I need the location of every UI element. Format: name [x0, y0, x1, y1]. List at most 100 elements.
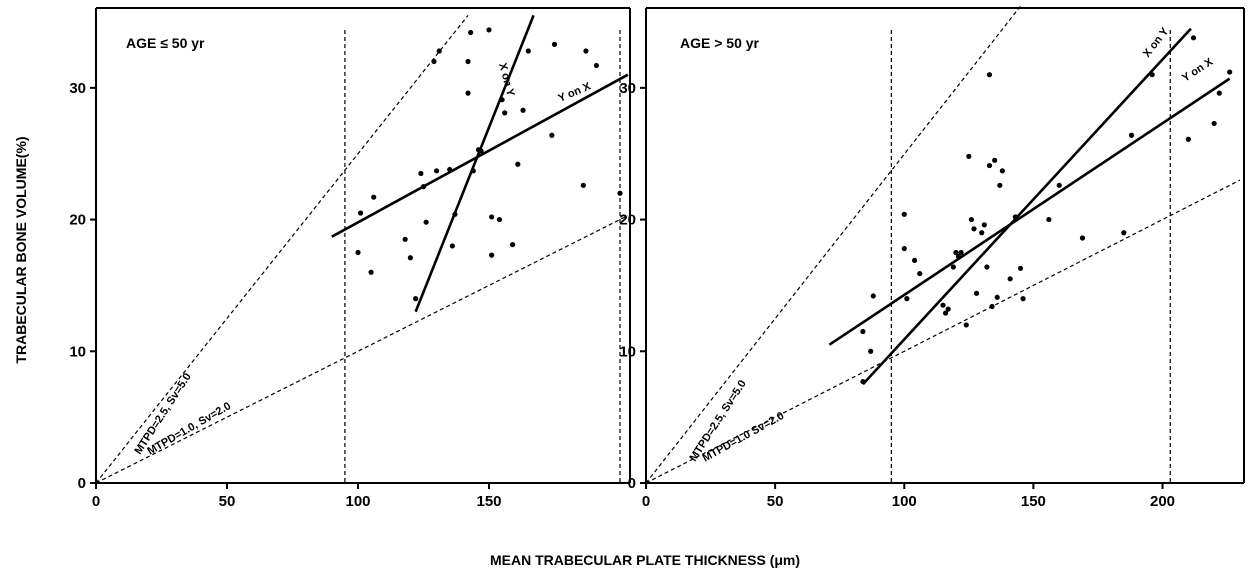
y-tick-label: 20 [69, 212, 86, 229]
data-point [860, 378, 866, 385]
regression-line-label: Y on X [1180, 56, 1216, 85]
panel-title: AGE > 50 yr [680, 35, 760, 51]
regression-line [861, 27, 1192, 386]
data-point [986, 72, 993, 78]
data-point [1079, 235, 1086, 241]
data-point [418, 170, 424, 177]
y-tick-label: 30 [69, 80, 86, 97]
data-point [1128, 132, 1135, 138]
data-point [486, 27, 492, 33]
data-point [953, 249, 959, 256]
data-point [447, 166, 453, 173]
data-point [509, 241, 516, 248]
y-tick-label: 20 [619, 212, 636, 229]
data-point [407, 255, 413, 261]
data-point [368, 269, 374, 275]
y-tick-label: 0 [78, 475, 86, 492]
y-tick-label: 30 [619, 80, 636, 97]
data-point [997, 182, 1003, 188]
data-point [489, 252, 495, 258]
data-point [966, 153, 972, 159]
y-tick-label: 0 [628, 475, 636, 492]
data-point [971, 226, 977, 232]
reference-line [95, 15, 469, 484]
reference-line [95, 215, 629, 484]
x-tick-label: 50 [219, 493, 236, 510]
data-point [436, 48, 442, 54]
x-axis-title: MEAN TRABECULAR PLATE THICKNESS (μm) [490, 552, 800, 568]
data-point [963, 322, 969, 328]
data-point [945, 306, 951, 312]
data-point [984, 264, 990, 270]
data-point [593, 62, 600, 69]
data-point [1012, 214, 1018, 220]
y-axis-title: TRABECULAR BONE VOLUME(%) [13, 136, 29, 363]
y-tick-label: 10 [619, 343, 636, 360]
data-point [950, 264, 956, 270]
data-point [465, 58, 471, 65]
data-point [868, 348, 874, 354]
data-point [499, 97, 505, 103]
reference-line [645, 179, 1241, 484]
data-point [420, 184, 427, 190]
data-point [434, 168, 440, 174]
x-tick-label: 0 [642, 493, 650, 510]
data-point [452, 211, 458, 217]
data-point [955, 253, 962, 260]
data-point [496, 216, 503, 223]
data-point [1227, 69, 1233, 75]
data-point [1017, 265, 1024, 271]
data-point [1149, 72, 1155, 78]
data-point [911, 257, 918, 264]
data-point [1121, 230, 1127, 236]
x-tick-label: 200 [1150, 493, 1175, 510]
data-point [942, 310, 949, 316]
data-point [1185, 136, 1191, 142]
regression-line [331, 73, 629, 238]
regression-line [414, 14, 535, 313]
data-point [1211, 120, 1217, 127]
data-point [1020, 296, 1026, 302]
x-tick-label: 100 [892, 493, 917, 510]
data-point [870, 293, 876, 299]
data-point [583, 48, 589, 54]
x-tick-label: 150 [1021, 493, 1046, 510]
data-point [520, 107, 526, 113]
data-point [968, 216, 975, 223]
data-point [986, 162, 993, 169]
data-point [549, 132, 555, 138]
data-point [999, 168, 1006, 174]
data-point [423, 219, 429, 225]
data-point [979, 230, 985, 236]
data-point [992, 157, 998, 163]
data-point [358, 210, 364, 216]
data-point [502, 110, 508, 116]
reference-line [645, 5, 1021, 484]
data-point [989, 303, 995, 310]
data-point [515, 161, 521, 167]
data-point [860, 328, 866, 335]
data-point [981, 222, 987, 228]
data-point [901, 245, 907, 252]
data-point [449, 243, 455, 249]
data-point [551, 41, 558, 47]
regression-line [828, 77, 1231, 346]
data-point [917, 270, 923, 277]
panel-title: AGE ≤ 50 yr [126, 35, 205, 51]
data-point [940, 302, 946, 308]
data-point [478, 148, 484, 154]
x-tick-label: 50 [767, 493, 784, 510]
data-point [470, 168, 476, 174]
data-point [465, 90, 471, 96]
data-point [901, 211, 907, 217]
data-point [994, 294, 1000, 300]
data-point [617, 190, 623, 196]
data-point [1216, 90, 1222, 96]
data-point [413, 296, 419, 302]
data-point [1190, 35, 1197, 41]
data-point [973, 290, 980, 296]
data-point [958, 249, 964, 256]
